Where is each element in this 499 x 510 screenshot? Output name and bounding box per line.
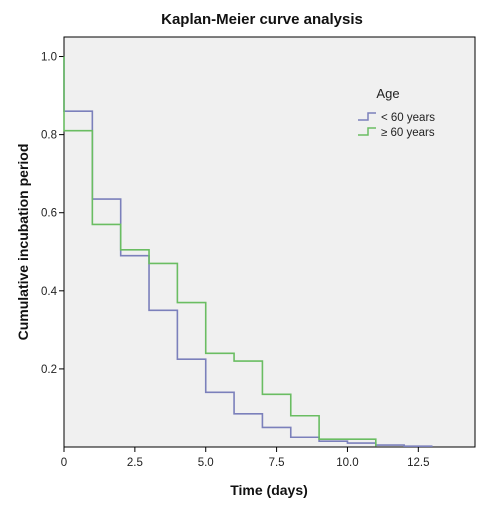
x-tick-label: 0	[61, 457, 67, 469]
y-axis-label: Cumulative incubation period	[15, 144, 31, 341]
legend-entry-1: ≥ 60 years	[381, 127, 435, 139]
y-tick-label: 0.6	[41, 208, 57, 220]
plot-area	[63, 36, 476, 448]
y-tick-label: 0.4	[41, 286, 58, 298]
series-layer	[63, 56, 433, 448]
x-tick-label: 5.0	[198, 457, 214, 469]
legend: Age < 60 years ≥ 60 years	[358, 86, 435, 139]
series-line-1	[63, 56, 377, 447]
y-tick-label: 0.2	[41, 364, 57, 376]
y-tick-label: 1.0	[41, 52, 57, 64]
x-axis: 0 2.5 5.0 7.5 10.0 12.5	[61, 447, 430, 469]
legend-swatch-0	[358, 112, 376, 121]
series-line-0	[63, 56, 433, 448]
legend-title: Age	[376, 86, 399, 101]
x-tick-label: 10.0	[336, 457, 358, 469]
y-tick-label: 0.8	[41, 130, 57, 142]
x-tick-label: 12.5	[407, 457, 429, 469]
y-axis: 0.2 0.4 0.6 0.8 1.0	[41, 52, 64, 376]
chart-title: Kaplan-Meier curve analysis	[161, 11, 363, 28]
legend-entry-0: < 60 years	[381, 112, 435, 124]
legend-swatch-1	[358, 127, 376, 136]
x-tick-label: 2.5	[127, 457, 143, 469]
x-axis-label: Time (days)	[230, 482, 308, 498]
x-tick-label: 7.5	[269, 457, 285, 469]
